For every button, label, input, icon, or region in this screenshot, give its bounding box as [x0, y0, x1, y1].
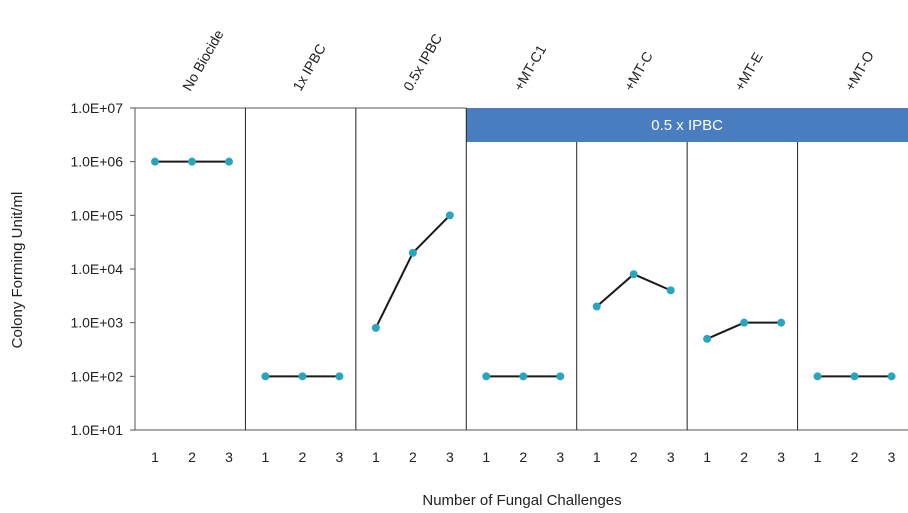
data-point	[850, 372, 859, 381]
y-tick-label: 1.0E+03	[70, 315, 123, 331]
data-point	[629, 270, 638, 279]
y-tick-label: 1.0E+05	[70, 207, 123, 223]
x-tick-label: 3	[556, 449, 564, 465]
y-axis: 1.0E+01 1.0E+02 1.0E+03 1.0E+04 1.0E+05 1.0E+…	[70, 100, 135, 438]
x-tick-label: 3	[777, 449, 785, 465]
x-tick-label: 2	[299, 449, 307, 465]
data-point	[371, 323, 380, 332]
x-tick-label: 3	[336, 449, 344, 465]
y-tick-label: 1.0E+01	[70, 422, 123, 438]
data-point	[335, 372, 344, 381]
data-point	[188, 157, 196, 166]
panel-label: No Biocide	[179, 27, 227, 94]
y-tick-label: 1.0E+02	[70, 368, 123, 384]
plot-frame	[134, 107, 908, 431]
data-point	[556, 372, 565, 381]
banner-label: 0.5 x IPBC	[651, 117, 723, 134]
x-tick-label: 2	[519, 449, 527, 465]
x-tick-label: 3	[888, 449, 896, 465]
banner-layer: 0.5 x IPBC	[466, 108, 908, 142]
data-point	[261, 372, 270, 381]
x-tick-label: 3	[446, 449, 454, 465]
y-tick-label: 1.0E+06	[70, 154, 123, 170]
x-tick-label: 1	[262, 449, 270, 465]
data-point	[445, 211, 454, 220]
x-axis: 1 2 3 1 2 3 1 2 3 1 2 3 1 2 3 1 2 3 1 2 3	[151, 449, 896, 465]
data-point	[408, 248, 417, 257]
data-point	[740, 318, 749, 327]
series-layer	[151, 157, 896, 381]
y-tick-label: 1.0E+04	[70, 261, 123, 277]
panel-label: +MT-E	[731, 49, 766, 93]
x-tick-label: 1	[593, 449, 601, 465]
x-tick-label: 2	[409, 449, 417, 465]
x-tick-label: 3	[667, 449, 675, 465]
x-tick-label: 1	[372, 449, 380, 465]
data-point	[151, 157, 159, 166]
x-tick-label: 2	[188, 449, 196, 465]
x-tick-label: 3	[225, 449, 233, 465]
data-point	[887, 372, 896, 381]
panel-label: +MT-C	[621, 49, 656, 94]
x-tick-label: 1	[814, 449, 822, 465]
data-point	[298, 372, 307, 381]
data-point	[592, 302, 601, 311]
panel-label: +MT-O	[842, 48, 877, 93]
banner-bar	[466, 108, 908, 142]
panel-label: 0.5x IPBC	[400, 31, 445, 94]
data-point	[482, 372, 491, 381]
x-tick-label: 1	[703, 449, 711, 465]
data-point	[813, 372, 822, 381]
data-point	[666, 286, 675, 295]
x-tick-label: 1	[482, 449, 490, 465]
panel-label: +MT-C1	[510, 42, 549, 94]
data-point	[777, 318, 786, 327]
data-point	[225, 157, 233, 166]
y-tick-label: 1.0E+07	[70, 100, 123, 116]
series-line	[374, 214, 451, 329]
data-point	[519, 372, 528, 381]
data-point	[703, 334, 712, 343]
panel-labels: No Biocide 1x IPBC 0.5x IPBC +MT-C1 +MT-C +MT…	[179, 27, 877, 94]
series-line	[596, 273, 672, 308]
y-axis-title: Colony Forming Unit/ml	[9, 192, 26, 349]
x-tick-label: 2	[740, 449, 748, 465]
x-axis-title: Number of Fungal Challenges	[422, 492, 621, 509]
x-tick-label: 2	[851, 449, 859, 465]
x-tick-label: 1	[151, 449, 159, 465]
panel-label: 1x IPBC	[289, 41, 329, 93]
x-tick-label: 2	[630, 449, 638, 465]
